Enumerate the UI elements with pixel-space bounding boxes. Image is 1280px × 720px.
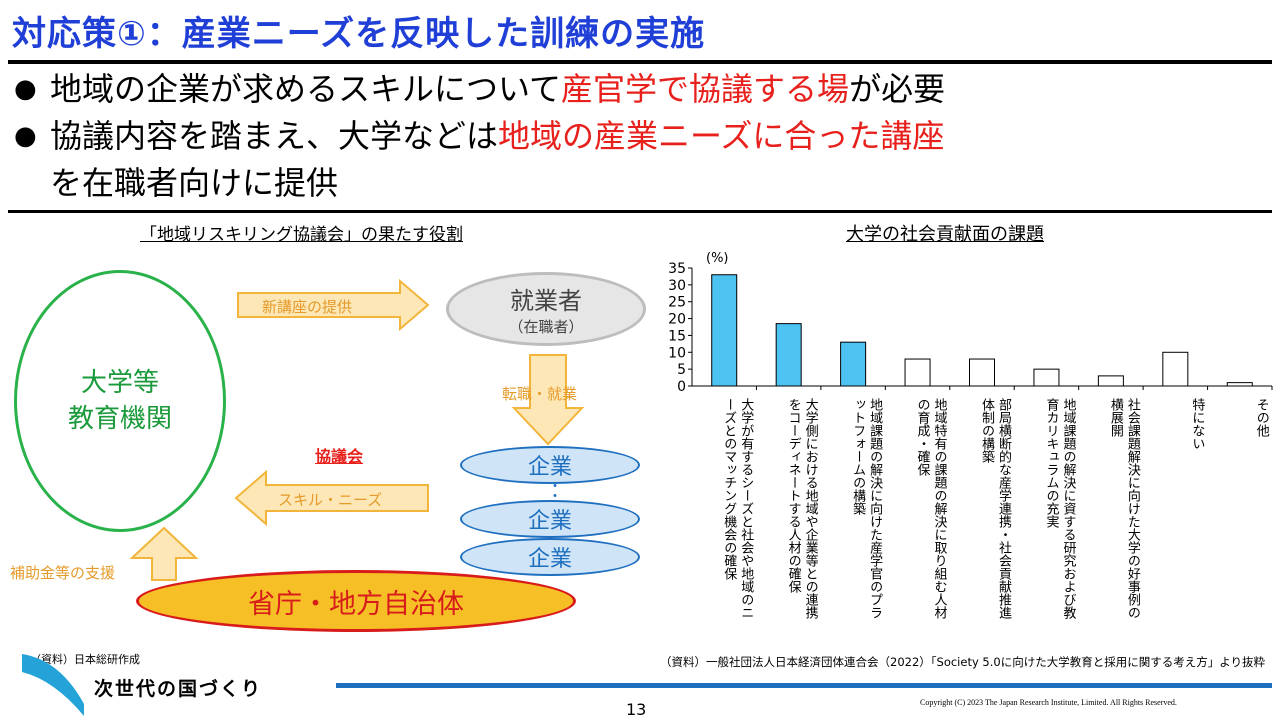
bar bbox=[969, 358, 995, 387]
copyright: Copyright (C) 2023 The Japan Research In… bbox=[920, 698, 1177, 707]
y-tick-label: 25 bbox=[668, 295, 686, 311]
category-label: 特にない bbox=[1189, 398, 1205, 450]
category-label: 地域課題の解決に資する研究および教育カリキュラムの充実 bbox=[1043, 398, 1076, 619]
bullet-highlight: 産官学で協議する場 bbox=[561, 70, 850, 108]
source-right: （資料）一般社団法人日本経済団体連合会（2022）「Society 5.0に向け… bbox=[660, 655, 1265, 669]
bullet-list: ● 地域の企業が求めるスキルについて産官学で協議する場が必要 ● 協議内容を踏ま… bbox=[14, 66, 1264, 207]
bullet-dot-icon: ● bbox=[14, 74, 37, 104]
y-tick-label: 15 bbox=[668, 328, 686, 344]
section-divider bbox=[8, 210, 1272, 213]
y-tick-label: 20 bbox=[668, 312, 686, 328]
title-divider bbox=[8, 60, 1272, 64]
bullet-text: が必要 bbox=[849, 70, 946, 108]
category-label: 社会課題解決に向けた大学の好事例の横展開 bbox=[1107, 398, 1140, 619]
arrow-subsidy-label: 補助金等の支援 bbox=[10, 564, 116, 582]
y-tick-label: 5 bbox=[677, 362, 686, 378]
company-label: 企業 bbox=[527, 455, 572, 480]
bullet-text: 地域の企業が求めるスキルについて bbox=[50, 70, 562, 108]
company-label: 企業 bbox=[527, 509, 572, 534]
bar bbox=[904, 358, 931, 387]
bar bbox=[1162, 351, 1189, 387]
arrow-job-change-icon bbox=[511, 354, 585, 446]
arrow-subsidy-icon bbox=[129, 526, 199, 581]
y-tick-label: 0 bbox=[677, 379, 686, 395]
bar bbox=[1097, 375, 1124, 387]
category-label: 地域課題の解決に向けた産学官のプラットフォームの構築 bbox=[850, 398, 883, 619]
bullet-text: 協議内容を踏まえ、大学などは bbox=[50, 117, 499, 155]
page-number: 13 bbox=[626, 700, 647, 719]
council-label: 協議会 bbox=[315, 447, 364, 466]
arrow-job-change-label: 転職・就業 bbox=[502, 385, 578, 403]
worker-label: 就業者 bbox=[510, 287, 582, 315]
university-label: 大学等 教育機関 bbox=[67, 368, 172, 434]
logo-text: 次世代の国づくり bbox=[94, 678, 263, 700]
bullet-highlight: 地域の産業ニーズに合った講座 bbox=[498, 117, 945, 155]
bullet-dot-icon: ● bbox=[14, 121, 37, 151]
y-tick-label: 35 bbox=[668, 261, 686, 277]
company-node: 企業 bbox=[460, 500, 640, 538]
bar bbox=[711, 274, 738, 387]
category-label: その他 bbox=[1253, 398, 1269, 437]
category-label: 地域特有の課題の解決に取り組む人材の育成・確保 bbox=[914, 398, 947, 619]
category-label: 部局横断的な産学連携・社会貢献推進体制の構築 bbox=[979, 398, 1011, 619]
logo-swoosh-icon bbox=[22, 654, 84, 716]
page-title: 対応策①：産業ニーズを反映した訓練の実施 bbox=[12, 14, 706, 54]
footer-rule bbox=[336, 683, 1272, 688]
company-label: 企業 bbox=[527, 547, 572, 572]
bar bbox=[1033, 368, 1060, 387]
category-label: 大学が有するシーズと社会や地域のニーズとのマッチング機会の確保 bbox=[721, 398, 754, 619]
category-label: 大学側における地域や企業等との連携をコーディネートする人材の確保 bbox=[785, 398, 818, 619]
worker-node: 就業者 （在職者） bbox=[446, 272, 646, 346]
arrow-new-course-label: 新講座の提供 bbox=[262, 298, 353, 316]
bullet-item: ● 協議内容を踏まえ、大学などは地域の産業ニーズに合った講座 bbox=[14, 113, 1264, 160]
source-left: （資料）日本総研作成 bbox=[30, 653, 140, 666]
y-tick-label: 10 bbox=[668, 345, 686, 361]
company-node: 企業 bbox=[460, 538, 640, 576]
bar bbox=[775, 323, 802, 387]
government-label: 省庁・地方自治体 bbox=[248, 588, 464, 620]
y-axis-unit: (%) bbox=[706, 251, 729, 266]
university-node: 大学等 教育機関 bbox=[14, 270, 226, 532]
arrow-skill-needs-icon bbox=[234, 469, 429, 527]
bullet-item: ● 地域の企業が求めるスキルについて産官学で協議する場が必要 bbox=[14, 66, 1264, 113]
bullet-continuation: を在職者向けに提供 bbox=[50, 164, 339, 202]
arrow-new-course-icon bbox=[237, 278, 430, 332]
bar bbox=[840, 341, 867, 387]
arrow-skill-needs-label: スキル・ニーズ bbox=[278, 491, 383, 509]
y-tick-label: 30 bbox=[668, 278, 686, 294]
chart-title: 大学の社会貢献面の課題 bbox=[846, 224, 1044, 245]
worker-sublabel: （在職者） bbox=[508, 318, 584, 336]
diagram-title: 「地域リスキリング協議会」の果たす役割 bbox=[140, 225, 463, 245]
government-node: 省庁・地方自治体 bbox=[136, 570, 576, 632]
company-node: 企業 bbox=[460, 446, 640, 484]
bar bbox=[1226, 382, 1253, 387]
